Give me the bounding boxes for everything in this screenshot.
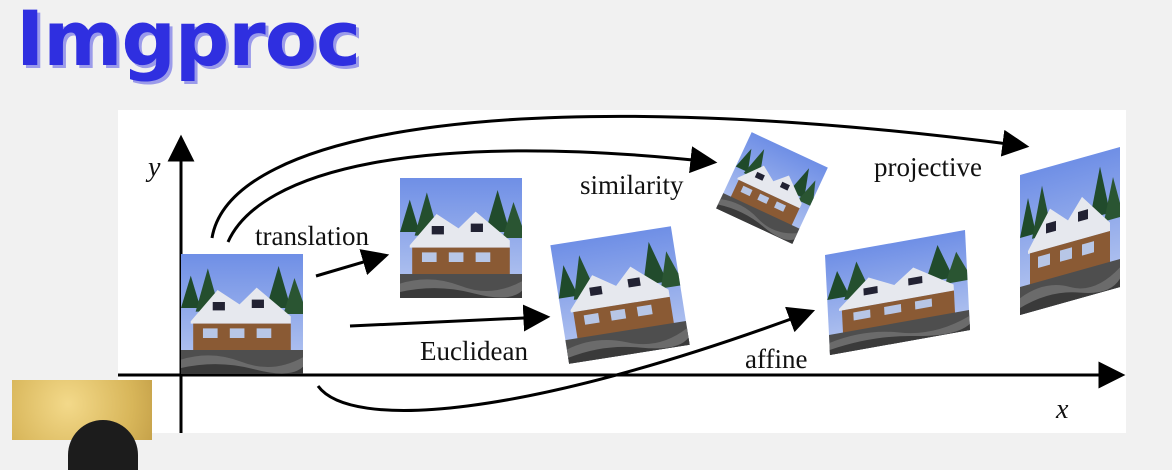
euclidean-label: Euclidean [420, 336, 528, 366]
presenter-silhouette [68, 420, 138, 470]
y-axis-label: y [145, 152, 161, 183]
transformations-diagram: y x translation Euclidean similarity aff… [118, 110, 1126, 433]
presenter-webcam [12, 380, 152, 470]
euclidean-image [550, 226, 690, 364]
similarity-arrow [226, 146, 718, 243]
projective-arrow [210, 114, 1030, 239]
affine-label: affine [745, 344, 807, 374]
similarity-label: similarity [580, 170, 684, 200]
euclidean-arrow [349, 304, 551, 332]
x-axis-label: x [1055, 394, 1069, 425]
translation-label: translation [255, 221, 369, 251]
projective-label: projective [874, 152, 982, 182]
page-title: Imgproc [16, 0, 361, 83]
translation-arrow [315, 249, 390, 278]
translation-image [400, 178, 522, 298]
original-image [181, 254, 303, 374]
projective-image [1020, 147, 1120, 315]
affine-arrow [316, 306, 816, 412]
